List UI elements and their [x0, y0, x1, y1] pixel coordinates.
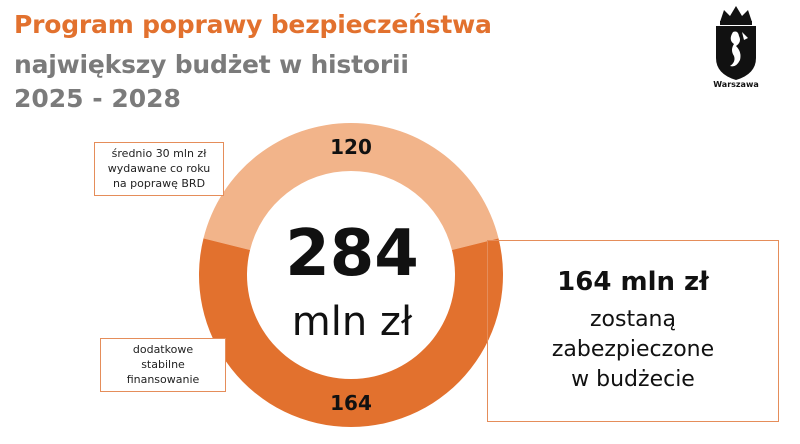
donut-slice-label: 164: [330, 391, 372, 415]
callout-top: średnio 30 mln zł wydawane co roku na po…: [94, 142, 224, 196]
summary-line: zostaną: [589, 307, 676, 332]
title-line-2: największy budżet w historii: [14, 50, 409, 79]
callout-bottom-line: stabilne: [141, 358, 185, 371]
logo-label: Warszawa: [713, 80, 759, 89]
callout-top-line: wydawane co roku: [107, 162, 211, 175]
warszawa-coat-of-arms-icon: [716, 6, 756, 80]
callout-bottom-line: finansowanie: [126, 373, 200, 386]
summary-box: 164 mln zł zostaną zabezpieczone w budże…: [487, 240, 779, 422]
donut-center-value: 284: [285, 217, 419, 291]
donut-slice-164: [198, 238, 503, 427]
callout-bottom: dodatkowe stabilne finansowanie: [100, 338, 226, 392]
callout-top-line: na poprawę BRD: [112, 177, 206, 190]
summary-line: zabezpieczone: [551, 337, 715, 362]
callout-bottom-line: dodatkowe: [132, 343, 194, 356]
summary-line: w budżecie: [571, 367, 695, 392]
donut-slice-label: 120: [330, 135, 372, 159]
donut-center-unit: mln zł: [291, 299, 413, 345]
title-line-1: Program poprawy bezpieczeństwa: [14, 10, 492, 39]
summary-headline: 164 mln zł: [557, 267, 709, 297]
callout-top-line: średnio 30 mln zł: [111, 147, 207, 160]
title-line-3: 2025 - 2028: [14, 84, 181, 113]
donut-slice-120: [203, 122, 499, 250]
